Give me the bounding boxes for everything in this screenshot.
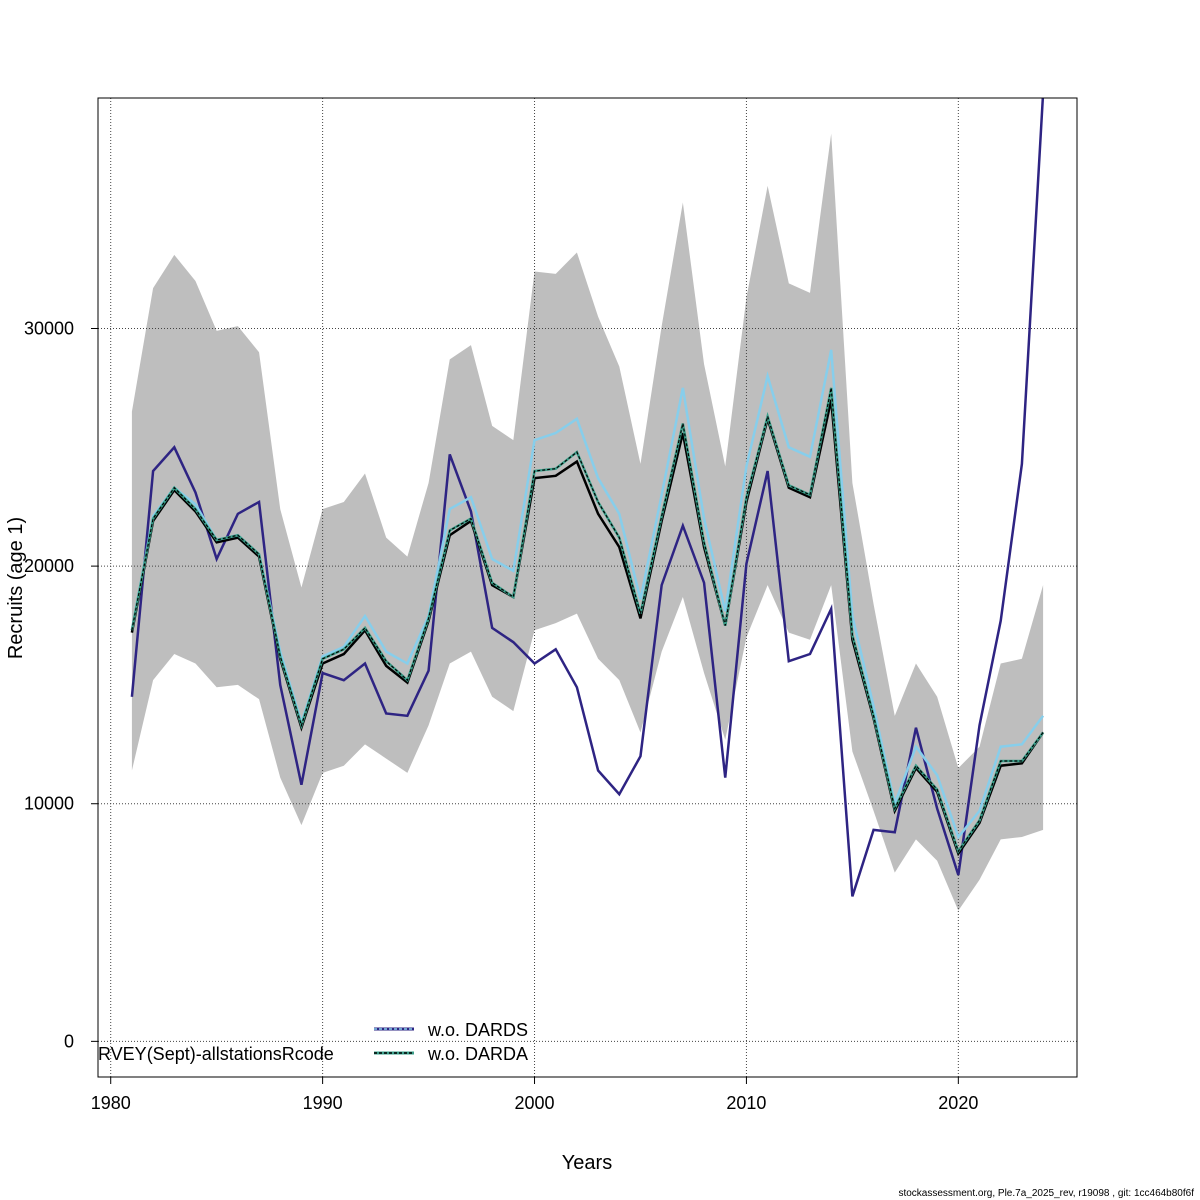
x-tick-label-1990: 1990 xyxy=(303,1093,343,1113)
legend-label-dards: w.o. DARDS xyxy=(427,1020,528,1040)
series-layer xyxy=(130,98,1045,897)
confidence-band xyxy=(131,133,1044,911)
y-tick-label-0: 0 xyxy=(64,1031,74,1051)
x-tick-label-2000: 2000 xyxy=(515,1093,555,1113)
x-tick-label-2010: 2010 xyxy=(726,1093,766,1113)
x-axis-title: Years xyxy=(562,1152,612,1174)
y-tick-label-30000: 30000 xyxy=(24,318,74,338)
footer-credit: stockassessment.org, Ple.7a_2025_rev, r1… xyxy=(898,1188,1194,1199)
legend: w.o. DARDS w.o. DARDA xyxy=(374,1020,528,1064)
plot-frame xyxy=(97,97,1078,1078)
x-tick-label-2020: 2020 xyxy=(938,1093,978,1113)
y-tick-label-10000: 10000 xyxy=(24,794,74,814)
series-line-main xyxy=(130,98,1045,897)
series-line-darda-dashed xyxy=(131,387,1044,853)
x-tick-label-1980: 1980 xyxy=(91,1093,131,1113)
grid-layer xyxy=(98,98,1077,1077)
confidence-band-layer xyxy=(131,133,1044,911)
legend-label-darda: w.o. DARDA xyxy=(427,1044,528,1064)
chart-annotation: RVEY(Sept)-allstationsRcode xyxy=(98,1044,334,1064)
axis-layer: 1980 1990 2000 2010 2020 0 10000 20000 30000 xyxy=(24,318,978,1113)
y-axis-title: Recruits (age 1) xyxy=(5,517,27,659)
y-tick-label-20000: 20000 xyxy=(24,556,74,576)
